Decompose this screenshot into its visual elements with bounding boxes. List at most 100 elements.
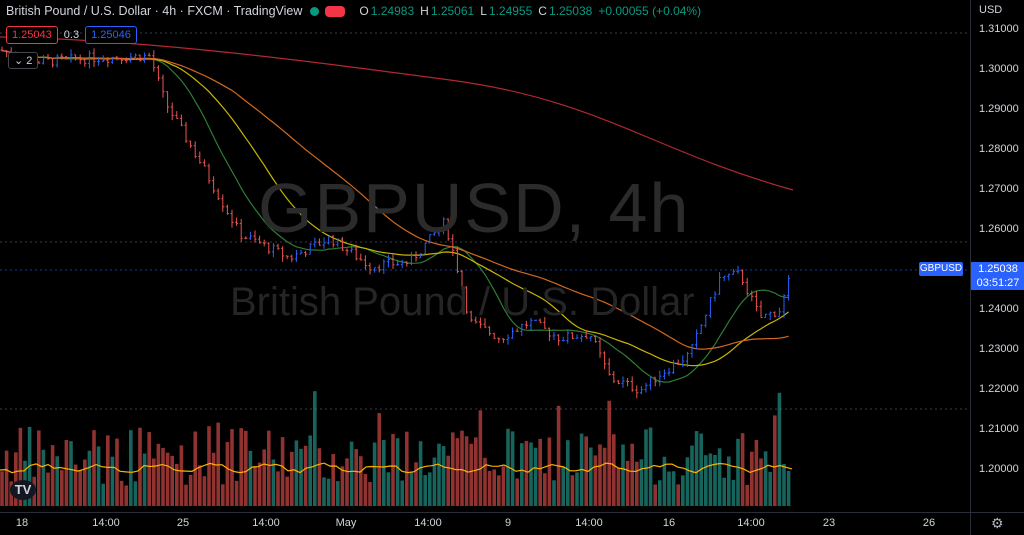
volume-bar bbox=[18, 427, 23, 506]
volume-bar bbox=[110, 456, 115, 506]
price-tick: 1.22000 bbox=[979, 383, 1019, 395]
volume-bar bbox=[782, 463, 786, 506]
volume-bar bbox=[129, 430, 133, 506]
volume-bar bbox=[184, 484, 188, 506]
volume-bar bbox=[786, 470, 791, 506]
volume-bar bbox=[382, 440, 386, 506]
volume-bar bbox=[533, 447, 538, 506]
price-axis[interactable]: USD 1.31000 1.30000 1.29000 1.28000 1.27000 1… bbox=[919, 0, 1024, 512]
volume-bar bbox=[336, 481, 340, 506]
low-label: L bbox=[480, 4, 487, 18]
volume-bar bbox=[106, 435, 110, 506]
volume-bar bbox=[46, 472, 50, 506]
volume-bar bbox=[96, 446, 101, 506]
volume-bar bbox=[428, 472, 432, 506]
volume-bar bbox=[768, 471, 772, 506]
time-tick: 14:00 bbox=[252, 517, 280, 529]
alert-pill-icon[interactable] bbox=[325, 5, 346, 17]
volume-bar bbox=[474, 437, 478, 506]
indicators-toggle[interactable]: ⌄ 2 bbox=[8, 52, 39, 69]
sell-button[interactable]: 1.25043 bbox=[6, 26, 58, 44]
time-tick: 14:00 bbox=[575, 517, 603, 529]
volume-bar bbox=[55, 456, 59, 506]
volume-bar bbox=[478, 410, 483, 506]
volume-bar bbox=[41, 449, 46, 506]
volume-bar bbox=[685, 457, 690, 506]
gear-icon[interactable]: ⚙ bbox=[991, 515, 1004, 531]
volume-bar bbox=[349, 441, 354, 506]
volume-bar bbox=[276, 471, 280, 506]
time-axis[interactable]: 18 14:00 25 14:00 May 14:00 9 14:00 16 14:00 23 26 bbox=[0, 512, 970, 535]
volume-bar bbox=[207, 426, 211, 506]
volume-bar bbox=[395, 438, 400, 506]
close-label: C bbox=[538, 4, 547, 18]
volume-bar bbox=[547, 437, 552, 506]
tradingview-logo-icon[interactable]: TV bbox=[10, 480, 36, 500]
price-tick: 1.27000 bbox=[979, 183, 1019, 195]
settings-corner: ⚙ bbox=[970, 512, 1024, 535]
time-tick: 25 bbox=[176, 517, 190, 529]
volume-bar bbox=[763, 451, 768, 506]
volume-bar bbox=[0, 471, 4, 506]
time-tick: May bbox=[335, 517, 357, 529]
volume-bar bbox=[524, 440, 529, 506]
ma-slow-line bbox=[1, 50, 789, 350]
volume-bar bbox=[257, 462, 262, 506]
high-label: H bbox=[420, 4, 429, 18]
low-value: 1.24955 bbox=[488, 4, 533, 18]
volume-bar bbox=[681, 475, 685, 506]
volume-bar bbox=[405, 431, 409, 506]
volume-bar bbox=[671, 471, 676, 506]
volume-bar bbox=[239, 428, 243, 506]
ma-200-line bbox=[0, 36, 794, 191]
buy-button[interactable]: 1.25046 bbox=[85, 26, 137, 44]
chart-area[interactable]: GBPUSD, 4h British Pound / U.S. Dollar B… bbox=[0, 0, 970, 512]
volume-bar bbox=[754, 439, 759, 506]
volume-bar bbox=[14, 452, 18, 506]
time-tick: 14:00 bbox=[414, 517, 442, 529]
volume-bar bbox=[704, 455, 708, 506]
volume-ma-line bbox=[0, 462, 793, 474]
volume-bar bbox=[598, 444, 602, 506]
symbol-legend: British Pound / U.S. Dollar · 4h · FXCM … bbox=[6, 4, 707, 18]
trade-panel: 1.25043 0.3 1.25046 bbox=[6, 26, 137, 44]
volume-bar bbox=[492, 469, 496, 506]
currency-label[interactable]: USD bbox=[979, 4, 1003, 16]
volume-bar bbox=[225, 442, 230, 506]
volume-bar bbox=[556, 405, 561, 506]
volume-bar bbox=[156, 443, 161, 506]
time-tick: 14:00 bbox=[92, 517, 120, 529]
volume-bar bbox=[64, 440, 69, 506]
price-tick: 1.30000 bbox=[979, 63, 1019, 75]
volume-bar bbox=[253, 465, 257, 506]
volume-bar bbox=[616, 468, 621, 506]
volume-bar bbox=[368, 481, 372, 506]
volume-bar bbox=[124, 485, 128, 506]
volume-bar bbox=[589, 447, 593, 506]
volume-bar bbox=[152, 458, 156, 506]
price-tick: 1.21000 bbox=[979, 423, 1019, 435]
volume-bar bbox=[658, 480, 662, 506]
chart-title[interactable]: British Pound / U.S. Dollar · 4h · FXCM … bbox=[6, 4, 303, 18]
volume-bar bbox=[653, 484, 657, 506]
price-chart-svg[interactable] bbox=[0, 0, 970, 512]
last-price: 1.25038 bbox=[978, 263, 1018, 275]
volume-bar bbox=[262, 449, 266, 506]
volume-bar bbox=[345, 458, 349, 506]
symbol-badge: GBPUSD bbox=[919, 262, 963, 276]
price-tick: 1.31000 bbox=[979, 23, 1019, 35]
high-value: 1.25061 bbox=[430, 4, 475, 18]
volume-bar bbox=[92, 430, 96, 506]
volume-bar bbox=[529, 442, 533, 506]
volume-bar bbox=[639, 459, 644, 506]
volume-bar bbox=[717, 448, 722, 506]
volume-bar bbox=[750, 451, 754, 506]
volume-bar bbox=[244, 430, 248, 506]
volume-bar bbox=[142, 453, 147, 506]
volume-bar bbox=[437, 443, 441, 506]
volume-bar bbox=[759, 458, 763, 506]
volume-bar bbox=[188, 474, 193, 506]
time-tick: 26 bbox=[922, 517, 936, 529]
close-value: 1.25038 bbox=[548, 4, 593, 18]
bar-countdown: 03:51:27 bbox=[976, 277, 1020, 289]
